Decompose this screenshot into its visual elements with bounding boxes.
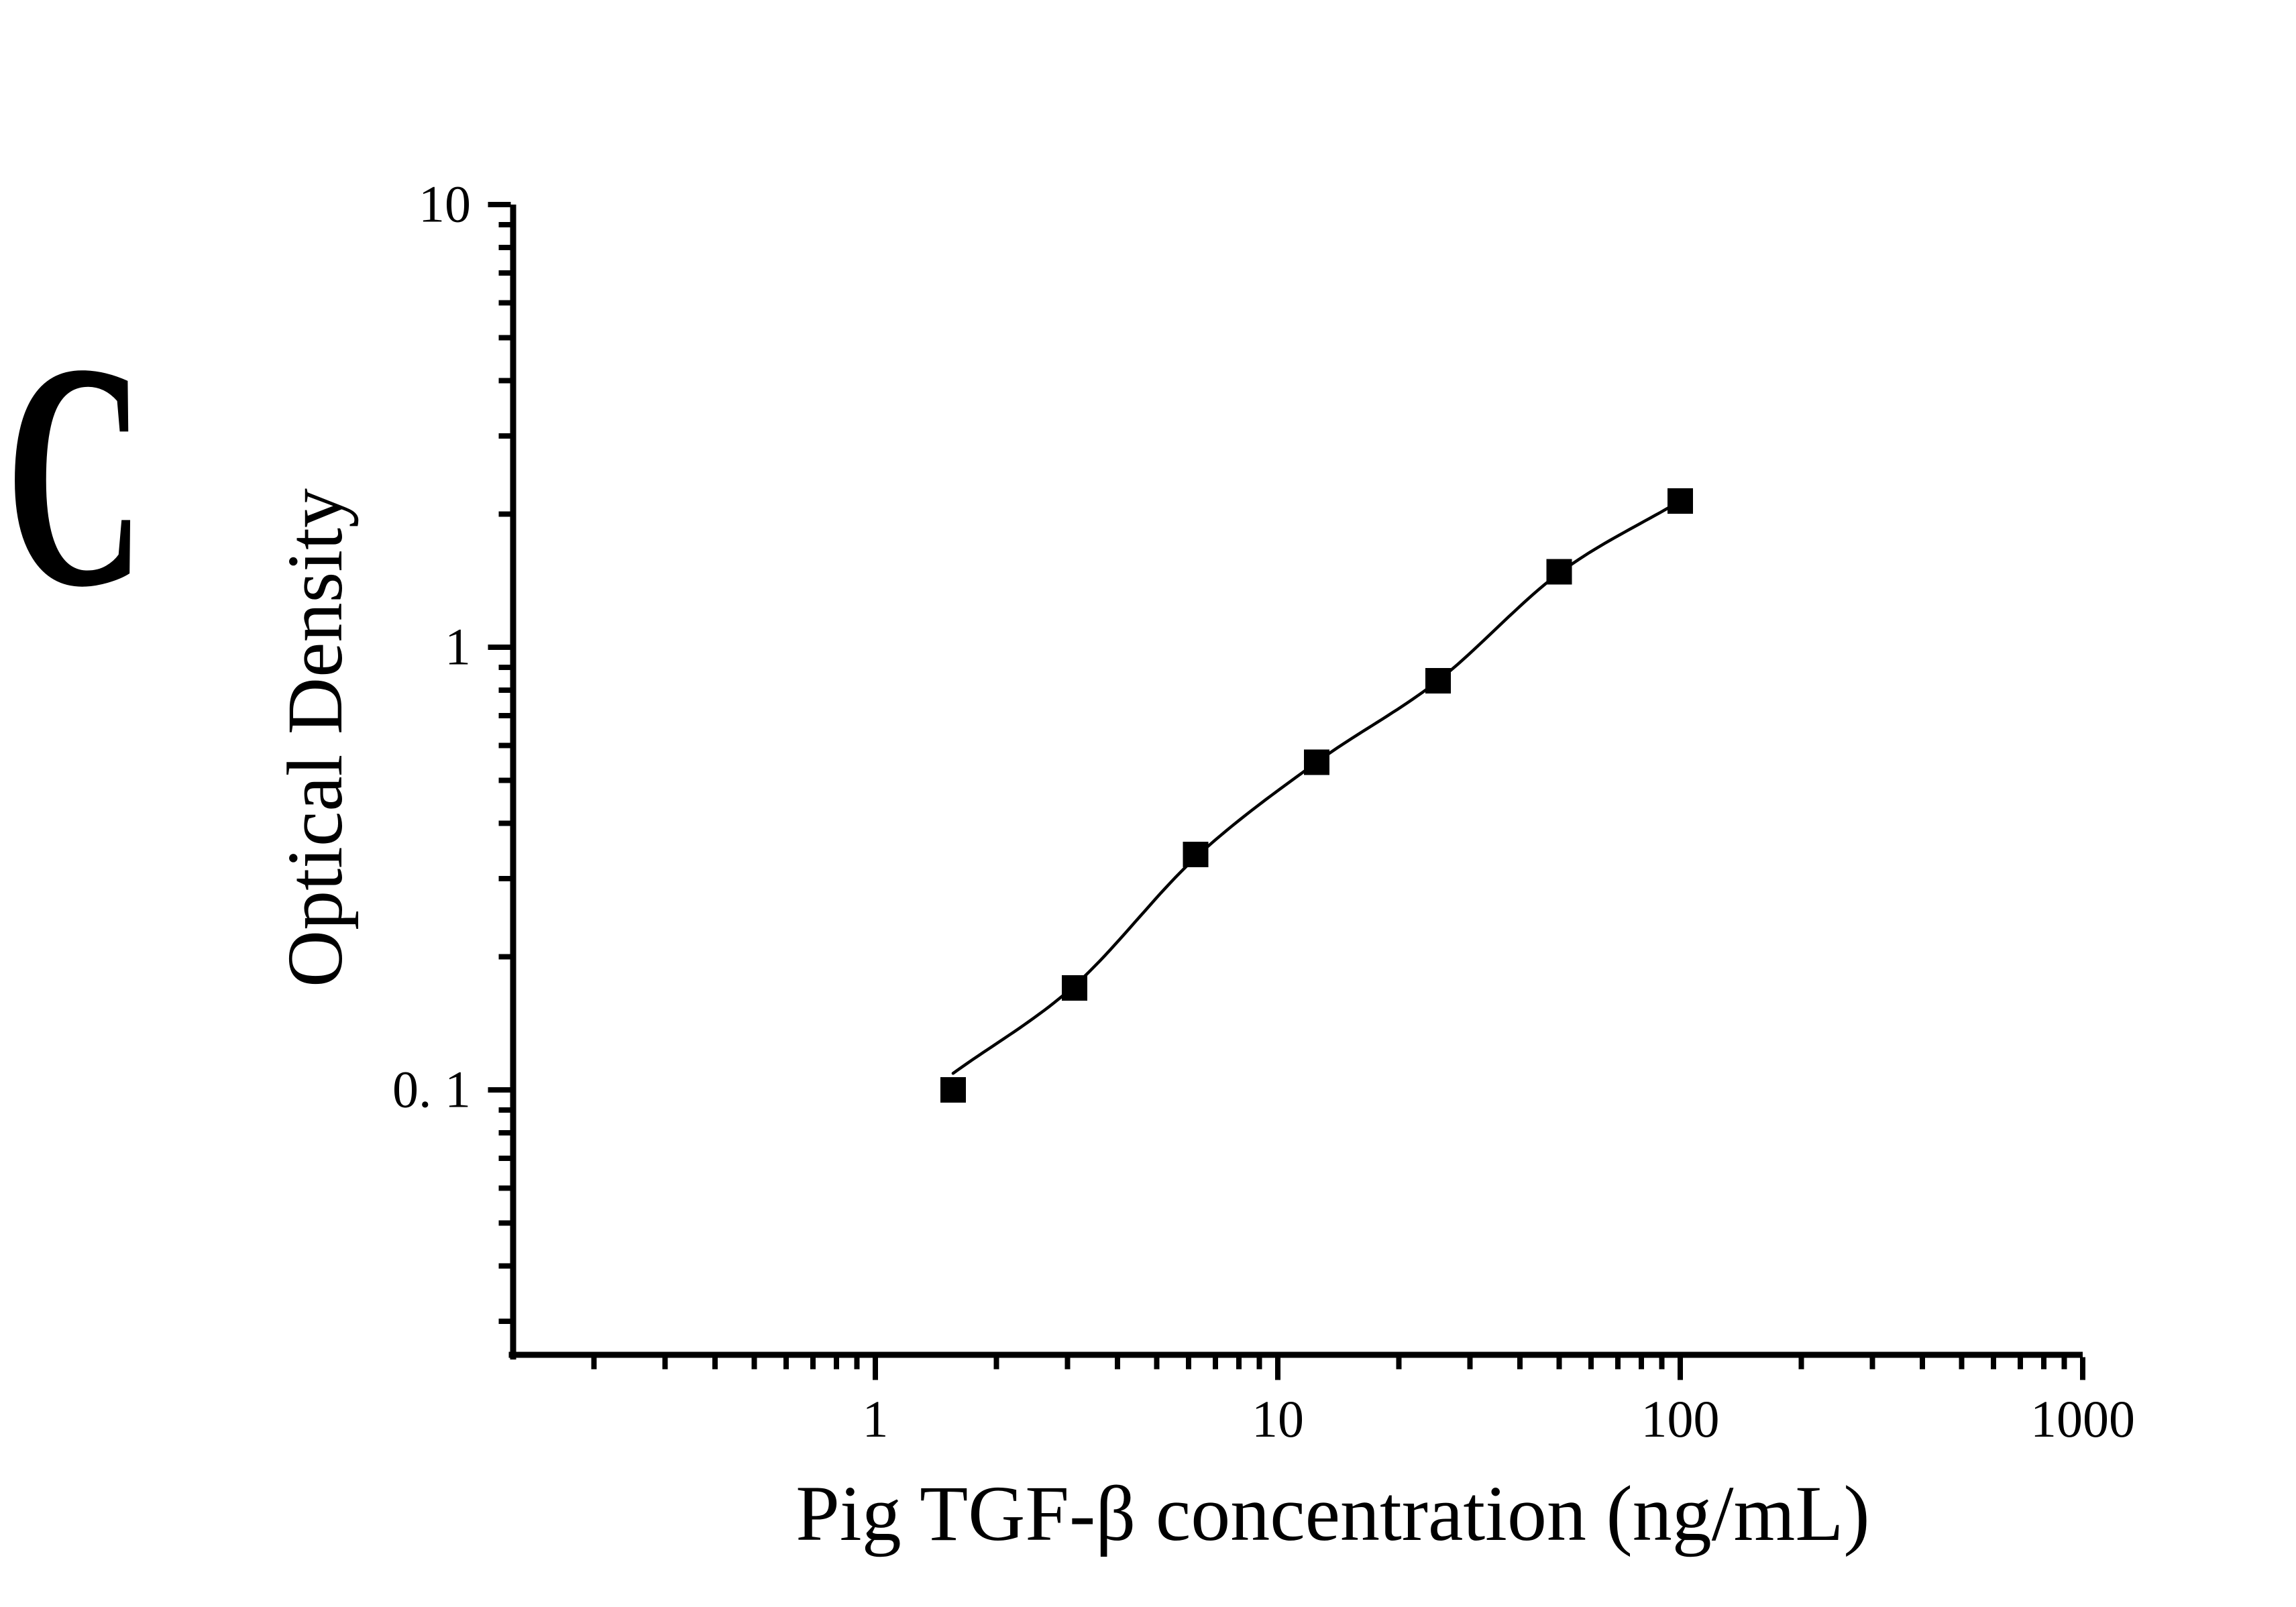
data-point-marker: [1546, 559, 1572, 585]
data-point-marker: [1668, 488, 1693, 514]
y-tick-label: 1: [445, 618, 471, 676]
data-point-marker: [1425, 667, 1451, 694]
x-tick-label: 10: [1252, 1390, 1304, 1448]
data-point-marker: [1304, 749, 1330, 775]
x-tick-label: 1: [863, 1390, 889, 1448]
x-axis-title: Pig TGF-β concentration (ng/mL): [796, 1470, 1870, 1557]
y-axis-title: Optical Density: [271, 488, 360, 987]
y-tick-label: 10: [419, 175, 471, 233]
panel-label: C: [5, 296, 145, 653]
x-tick-label: 100: [1641, 1390, 1720, 1448]
x-tick-label: 1000: [2030, 1390, 2135, 1448]
y-tick-label: 0. 1: [392, 1060, 471, 1119]
data-point-marker: [1061, 975, 1087, 1001]
data-point-marker: [940, 1077, 966, 1103]
data-point-marker: [1183, 842, 1209, 868]
